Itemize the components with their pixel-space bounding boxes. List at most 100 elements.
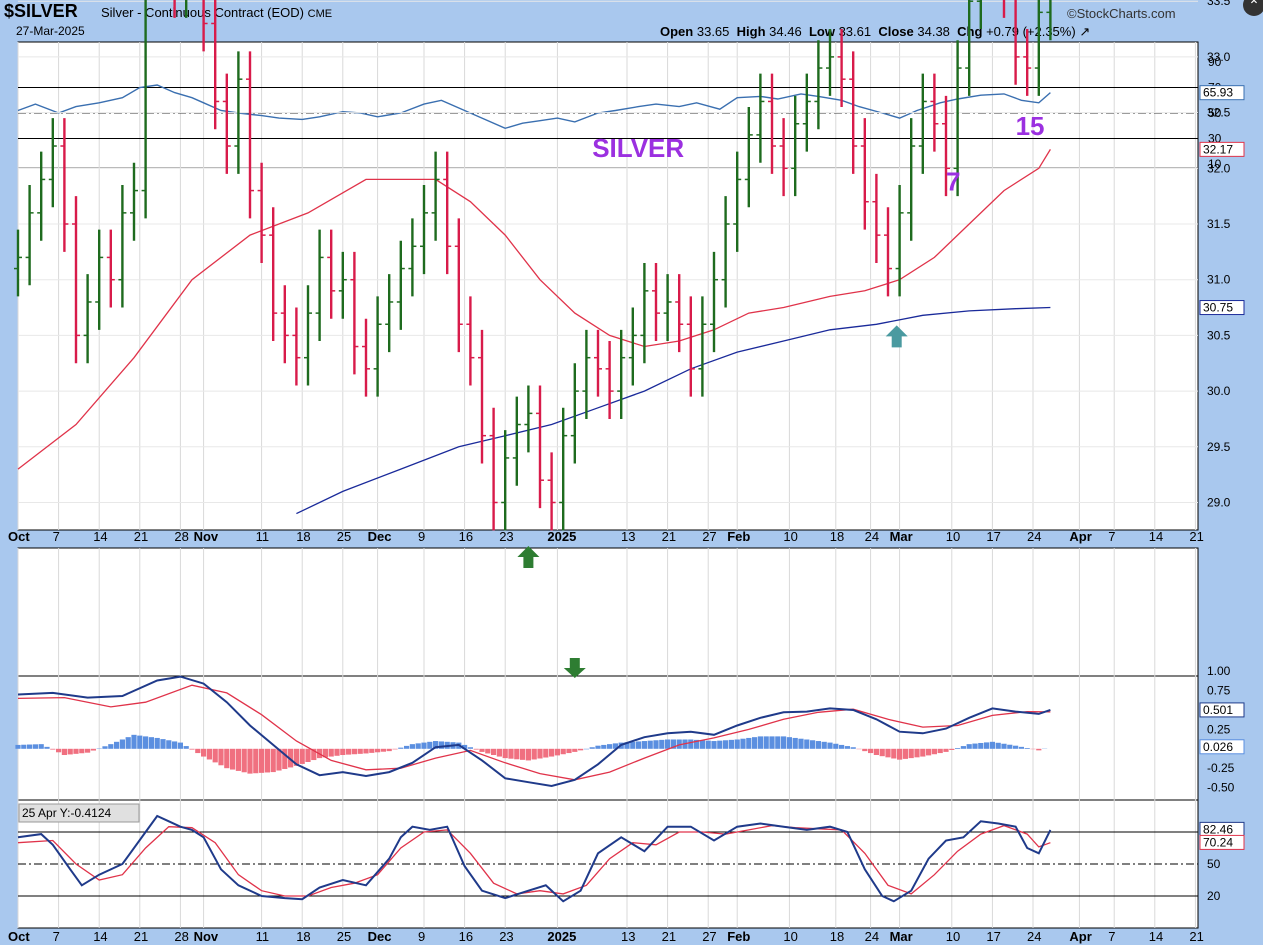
macd-histogram-bar — [804, 739, 810, 749]
macd-histogram-bar — [659, 739, 665, 749]
ohlc-bar — [570, 363, 579, 464]
macd-histogram-bar — [949, 748, 955, 750]
stoch-k-line — [17, 814, 1052, 903]
macd-histogram-bar — [723, 740, 729, 749]
macd-histogram-bar — [583, 748, 589, 750]
macd-histogram-bar — [56, 748, 62, 753]
ohlc-bar — [860, 118, 869, 230]
macd-histogram-bar — [79, 748, 85, 754]
macd-tick-label: 0.75 — [1207, 684, 1231, 698]
macd-histogram-bar — [879, 748, 885, 757]
ohlc-bar — [1046, 0, 1052, 41]
macd-histogram-bar — [467, 747, 473, 749]
x-tick-label: 9 — [418, 929, 425, 944]
ohlc-bar — [385, 274, 394, 353]
macd-histogram-bar — [21, 744, 27, 749]
macd-hist-tag-box — [1199, 739, 1245, 755]
macd-histogram-bar — [491, 748, 497, 756]
ohlc-bar — [95, 229, 104, 330]
buy-arrow-icon — [517, 546, 540, 568]
macd-histogram-bar — [38, 744, 44, 749]
x-tick-label: 17 — [986, 529, 1000, 544]
ohlc-bar — [1034, 0, 1043, 96]
macd-histogram-bar — [276, 748, 282, 771]
x-tick-label: Mar — [890, 929, 913, 944]
ohlc-bar — [756, 73, 765, 163]
macd-histogram-bar — [769, 736, 775, 749]
ohlc-bar — [884, 207, 892, 297]
macd-histogram-bar — [902, 748, 908, 759]
chart-date: 27-Mar-2025 — [16, 24, 85, 38]
macd-histogram-bar — [711, 741, 717, 749]
macd-histogram-bar — [282, 748, 288, 769]
macd-histogram-bar — [148, 737, 154, 749]
ohlc-bar — [72, 196, 80, 364]
ohlc-bar — [953, 40, 962, 197]
high-label: High — [736, 24, 766, 39]
ohlc-bar — [791, 95, 800, 197]
macd-histogram-bar — [815, 741, 821, 749]
stoch-d-tag-text: 70.24 — [1203, 835, 1233, 849]
macd-value-tag-text: 0.501 — [1203, 703, 1233, 717]
crosshair-readout-text: 25 Apr Y:-0.4124 — [22, 806, 112, 820]
ohlc-bar — [280, 285, 289, 364]
stoch-d-tag: 70.24 — [1199, 834, 1245, 850]
scroll-up-icon[interactable]: ⌃ — [1243, 0, 1263, 16]
ohlc-bar — [802, 73, 811, 152]
open-value: 33.65 — [696, 24, 730, 39]
ma-long-tag: 30.75 — [1199, 300, 1245, 316]
macd-hist-tag: 0.026 — [1199, 739, 1245, 755]
macd-histogram-bar — [717, 740, 723, 749]
ohlc-bar — [536, 385, 544, 509]
ohlc-bar — [628, 307, 637, 386]
ohlc-bar — [976, 0, 982, 30]
macd-histogram-bar — [566, 748, 572, 754]
macd-histogram-bar — [543, 748, 549, 758]
macd-histogram-bar — [119, 739, 125, 749]
macd-histogram-bar — [612, 743, 618, 749]
macd-histogram-bar — [833, 743, 839, 749]
macd-histogram-bar — [781, 736, 787, 749]
x-tick-label: 16 — [459, 529, 473, 544]
x-tick-label: 24 — [865, 529, 879, 544]
ohlc-bar — [246, 51, 254, 219]
x-tick-label: 2025 — [547, 529, 576, 544]
macd-histogram-bar — [862, 748, 868, 752]
macd-histogram-bar — [653, 740, 659, 749]
x-tick-label: 21 — [1189, 929, 1203, 944]
macd-histogram-bar — [357, 748, 363, 754]
ohlc-bar — [222, 73, 231, 174]
macd-histogram-bar — [752, 737, 758, 749]
ohlc-bar — [257, 162, 266, 263]
macd-histogram-bar — [978, 742, 984, 749]
ohlc-bar — [184, 0, 188, 18]
macd-histogram-bar — [740, 738, 746, 749]
macd-histogram-bar — [908, 748, 914, 759]
macd-histogram-bar — [636, 741, 642, 749]
ohlc-bar — [744, 107, 753, 208]
brand-watermark[interactable]: ©StockCharts.com — [1067, 6, 1176, 21]
price-tick-label: 29.0 — [1207, 496, 1231, 510]
macd-histogram-bar — [705, 740, 711, 749]
low-label: Low — [808, 24, 835, 39]
count-annotation-7: 7 — [946, 167, 960, 197]
price-tick-label: 29.5 — [1207, 440, 1231, 454]
price-tick-label: 31.0 — [1207, 273, 1231, 287]
macd-histogram-bar — [926, 748, 932, 756]
x-tick-label: 7 — [53, 529, 60, 544]
x-tick-label: 21 — [662, 529, 676, 544]
count-annotation-15: 15 — [1016, 111, 1045, 141]
chg-value: +0.79 (+2.35%) — [986, 24, 1076, 39]
symbol[interactable]: $SILVER — [4, 1, 78, 21]
macd-histogram-bar — [206, 748, 212, 760]
macd-histogram-bar — [137, 735, 143, 749]
macd-histogram-bar — [322, 748, 328, 758]
ohlc-bar — [304, 285, 312, 386]
ohlc-bar — [849, 51, 858, 174]
macd-histogram-bar — [61, 748, 67, 756]
panel-backgrounds — [17, 41, 1199, 929]
ohlc-bar — [930, 73, 939, 152]
ohlc-bar — [420, 185, 428, 275]
x-tick-label: 18 — [296, 929, 310, 944]
